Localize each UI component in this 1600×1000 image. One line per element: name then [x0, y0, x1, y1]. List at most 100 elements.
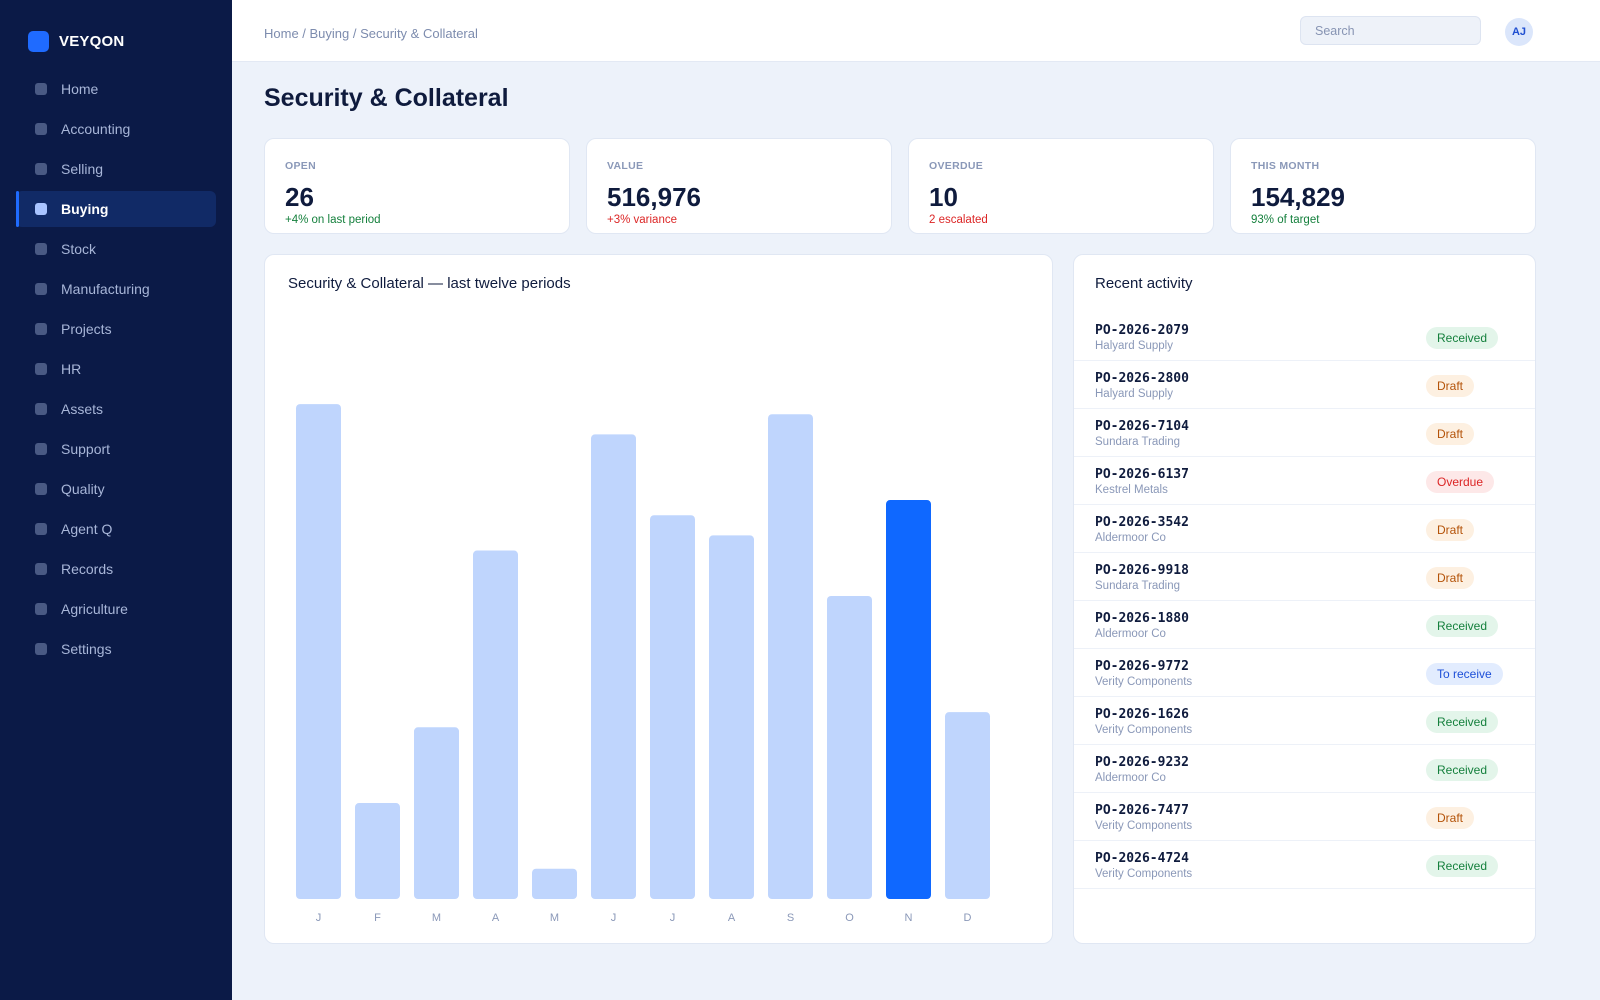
kpi-value: 26 — [285, 182, 314, 212]
supplier-name: Verity Components — [1095, 724, 1193, 736]
supplier-name: Aldermoor Co — [1095, 628, 1166, 640]
x-tick-label: M — [550, 912, 559, 924]
sidebar-item-settings[interactable]: Settings — [16, 631, 216, 667]
activity-row[interactable]: PO-2026-6137 Kestrel Metals Overdue — [1074, 457, 1535, 505]
status-badge: Draft — [1426, 807, 1475, 829]
kpi-value: 154,829 — [1251, 182, 1345, 212]
sidebar-item-support[interactable]: Support — [16, 431, 216, 467]
bar-0[interactable] — [296, 404, 341, 899]
activity-row[interactable]: PO-2026-4724 Verity Components Received — [1074, 841, 1535, 889]
order-id: PO-2026-9918 — [1095, 563, 1189, 578]
sidebar-item-records[interactable]: Records — [16, 551, 216, 587]
kpi-card-open: OPEN 26 +4% on last period — [264, 138, 570, 234]
sidebar-item-label: Agent Q — [61, 521, 113, 537]
nav-item-icon — [35, 523, 47, 535]
activity-row[interactable]: PO-2026-2079 Halyard Supply Received — [1074, 313, 1535, 361]
status-badge: Overdue — [1426, 471, 1495, 493]
nav-item-icon — [35, 363, 47, 375]
sidebar-item-manufacturing[interactable]: Manufacturing — [16, 271, 216, 307]
supplier-name: Halyard Supply — [1095, 340, 1173, 352]
activity-row[interactable]: PO-2026-2800 Halyard Supply Draft — [1074, 361, 1535, 409]
activity-row[interactable]: PO-2026-3542 Aldermoor Co Draft — [1074, 505, 1535, 553]
chart-title: Security & Collateral — last twelve peri… — [288, 275, 571, 292]
kpi-card-overdue: OVERDUE 10 2 escalated — [908, 138, 1214, 234]
x-tick-label: M — [432, 912, 441, 924]
sidebar-item-selling[interactable]: Selling — [16, 151, 216, 187]
bar-11[interactable] — [945, 712, 990, 899]
status-badge: Draft — [1426, 567, 1475, 589]
sidebar-item-label: HR — [61, 361, 82, 377]
status-badge: Received — [1426, 759, 1499, 781]
breadcrumb[interactable]: Home / Buying / Security & Collateral — [264, 26, 478, 41]
sidebar: VEYQON Home Accounting Selling Buying Stock M… — [0, 0, 232, 1000]
order-id: PO-2026-6137 — [1095, 467, 1189, 482]
kpi-delta: 93% of target — [1251, 214, 1320, 226]
sidebar-item-agriculture[interactable]: Agriculture — [16, 591, 216, 627]
x-tick-label: A — [492, 912, 500, 924]
bar-5[interactable] — [591, 434, 636, 899]
bar-7[interactable] — [709, 535, 754, 899]
topbar: Home / Buying / Security & Collateral AJ — [232, 0, 1600, 62]
x-tick-label: J — [670, 912, 676, 924]
sidebar-item-quality[interactable]: Quality — [16, 471, 216, 507]
bar-6[interactable] — [650, 515, 695, 899]
order-id: PO-2026-7477 — [1095, 803, 1189, 818]
avatar[interactable]: AJ — [1505, 18, 1533, 46]
sidebar-item-label: Accounting — [61, 121, 131, 137]
nav-item-icon — [35, 243, 47, 255]
bar-2[interactable] — [414, 727, 459, 899]
kpi-card-value: VALUE 516,976 +3% variance — [586, 138, 892, 234]
status-badge: To receive — [1426, 663, 1503, 685]
kpi-delta: +3% variance — [607, 214, 677, 226]
activity-row[interactable]: PO-2026-1880 Aldermoor Co Received — [1074, 601, 1535, 649]
sidebar-item-label: Assets — [61, 401, 104, 417]
sidebar-item-assets[interactable]: Assets — [16, 391, 216, 427]
nav-item-icon — [35, 643, 47, 655]
nav-item-icon — [35, 163, 47, 175]
bar-9[interactable] — [827, 596, 872, 899]
activity-row[interactable]: PO-2026-9918 Sundara Trading Draft — [1074, 553, 1535, 601]
sidebar-item-hr[interactable]: HR — [16, 351, 216, 387]
brand[interactable]: VEYQON — [28, 30, 124, 52]
page-title: Security & Collateral — [264, 84, 509, 112]
order-id: PO-2026-2800 — [1095, 371, 1189, 386]
activity-row[interactable]: PO-2026-9232 Aldermoor Co Received — [1074, 745, 1535, 793]
sidebar-item-label: Buying — [61, 201, 109, 217]
status-badge: Draft — [1426, 375, 1475, 397]
sidebar-item-label: Selling — [61, 161, 104, 177]
supplier-name: Aldermoor Co — [1095, 532, 1166, 544]
order-id: PO-2026-1880 — [1095, 611, 1189, 626]
order-id: PO-2026-2079 — [1095, 323, 1189, 338]
bar-1[interactable] — [355, 803, 400, 899]
activity-list: PO-2026-2079 Halyard Supply Received PO-202… — [1074, 313, 1535, 889]
status-badge: Received — [1426, 327, 1499, 349]
sidebar-item-stock[interactable]: Stock — [16, 231, 216, 267]
sidebar-item-home[interactable]: Home — [16, 71, 216, 107]
kpi-label: VALUE — [607, 160, 644, 172]
activity-row[interactable]: PO-2026-9772 Verity Components To receive — [1074, 649, 1535, 697]
bar-8[interactable] — [768, 414, 813, 899]
supplier-name: Verity Components — [1095, 820, 1193, 832]
bar-10[interactable] — [886, 500, 931, 899]
sidebar-item-buying[interactable]: Buying — [16, 191, 216, 227]
order-id: PO-2026-4724 — [1095, 851, 1189, 866]
order-id: PO-2026-1626 — [1095, 707, 1189, 722]
activity-row[interactable]: PO-2026-1626 Verity Components Received — [1074, 697, 1535, 745]
x-tick-label: J — [316, 912, 322, 924]
sidebar-item-projects[interactable]: Projects — [16, 311, 216, 347]
activity-card: Recent activity PO-2026-2079 Halyard Supp… — [1073, 254, 1536, 944]
sidebar-item-agent-q[interactable]: Agent Q — [16, 511, 216, 547]
search-input[interactable] — [1300, 16, 1481, 45]
bar-4[interactable] — [532, 868, 577, 899]
nav-item-icon — [35, 603, 47, 615]
status-badge: Received — [1426, 711, 1499, 733]
activity-row[interactable]: PO-2026-7104 Sundara Trading Draft — [1074, 409, 1535, 457]
status-badge: Received — [1426, 855, 1499, 877]
x-tick-label: F — [374, 912, 381, 924]
activity-row[interactable]: PO-2026-7477 Verity Components Draft — [1074, 793, 1535, 841]
supplier-name: Verity Components — [1095, 868, 1193, 880]
sidebar-item-accounting[interactable]: Accounting — [16, 111, 216, 147]
bar-3[interactable] — [473, 550, 518, 899]
kpi-value: 516,976 — [607, 182, 701, 212]
